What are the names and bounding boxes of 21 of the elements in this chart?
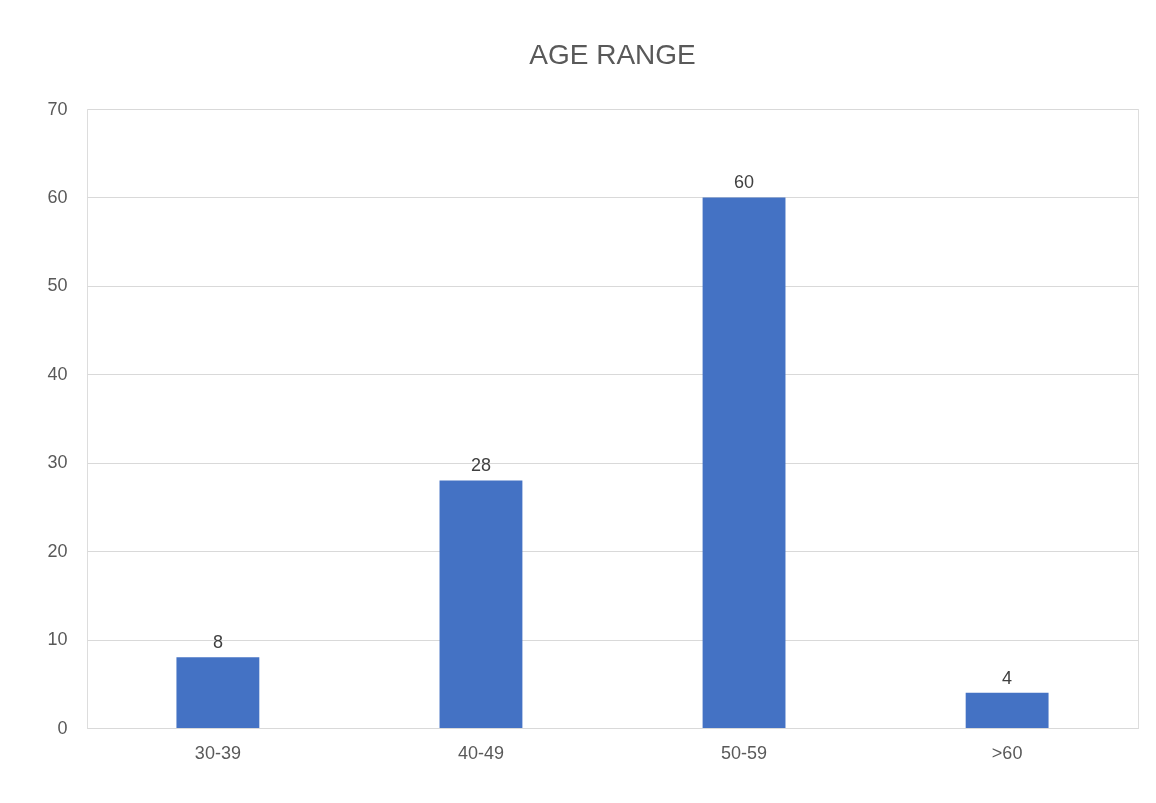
bar <box>702 197 786 728</box>
data-label: 4 <box>1002 667 1013 688</box>
data-label: 60 <box>734 172 755 193</box>
y-tick-label: 50 <box>47 275 68 296</box>
y-tick-label: 40 <box>47 363 68 384</box>
bar <box>965 692 1049 728</box>
chart-title: AGE RANGE <box>529 39 696 70</box>
y-tick-label: 60 <box>47 186 68 207</box>
y-tick-label: 30 <box>47 452 68 473</box>
y-tick-label: 20 <box>47 540 68 561</box>
y-tick-label: 0 <box>57 717 68 738</box>
data-label: 28 <box>470 455 491 476</box>
x-tick-label: 40-49 <box>457 742 504 763</box>
x-tick-label: 30-39 <box>194 742 241 763</box>
bar <box>439 480 523 728</box>
y-tick-label: 70 <box>47 98 68 119</box>
data-label: 8 <box>212 632 223 653</box>
bar <box>176 657 260 728</box>
x-tick-label: 50-59 <box>721 742 768 763</box>
y-tick-label: 10 <box>47 629 68 650</box>
x-tick-label: >60 <box>991 742 1023 763</box>
